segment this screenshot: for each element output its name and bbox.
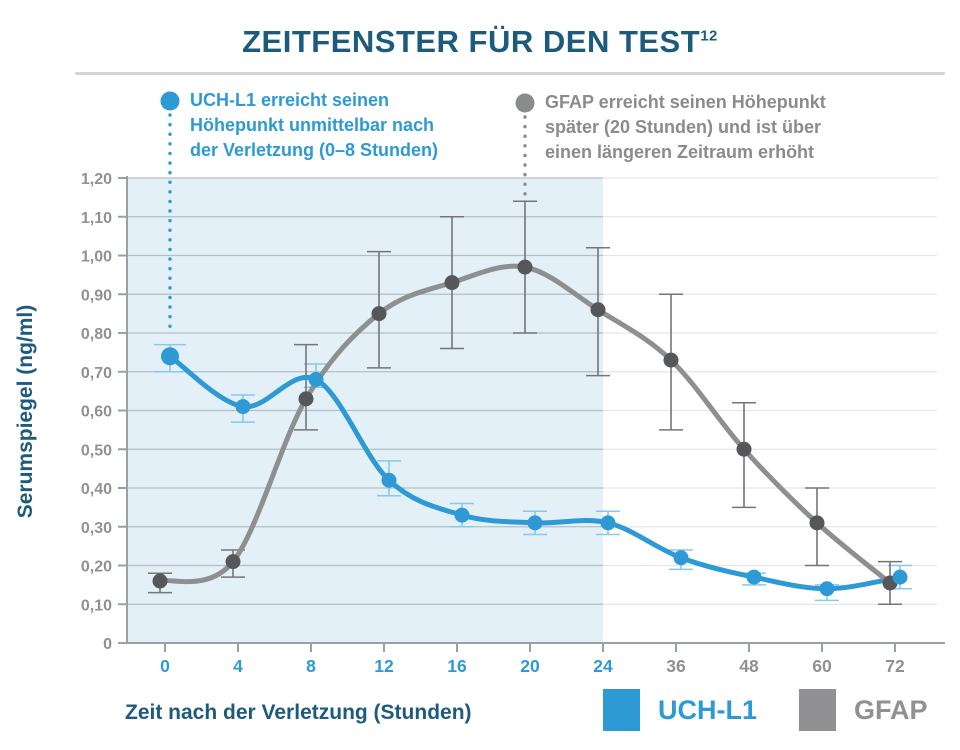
x-tick-label: 0 (160, 656, 170, 676)
gfap-point (444, 275, 460, 291)
y-tick-label: 1,20 (81, 171, 112, 188)
y-tick-label: 1,00 (81, 249, 112, 266)
uch-l1-annotation-dot (160, 91, 180, 111)
y-tick-label: 0,90 (81, 287, 112, 304)
uch-l1-point (235, 399, 251, 415)
x-tick-label: 24 (593, 656, 613, 676)
legend-label-gfap: GFAP (854, 694, 928, 725)
annotation-gfap: GFAP erreicht seinen Höhepunkt später (2… (545, 92, 826, 162)
gfap-point (298, 391, 314, 407)
uch-l1-curve (167, 353, 903, 592)
x-tick-label: 8 (306, 656, 316, 676)
legend-swatch-uch-l1 (603, 689, 640, 731)
uch-l1-point (600, 515, 616, 531)
uch-l1-point (454, 507, 470, 523)
legend: UCH-L1 GFAP (603, 689, 928, 731)
x-tick-label: 60 (812, 656, 832, 676)
x-tick-label: 20 (520, 656, 540, 676)
gfap-point (809, 515, 825, 531)
y-tick-label: 0,80 (81, 326, 112, 343)
x-axis-label: Zeit nach der Verletzung (Stunden) (125, 701, 472, 724)
uch-l1-point (746, 569, 762, 585)
page-title: ZEITFENSTER FÜR DEN TEST12 (0, 24, 960, 60)
uch-l1-point (161, 347, 179, 366)
uch-l1-point (527, 515, 543, 531)
gfap-point (663, 352, 679, 368)
y-tick-label: 0,30 (81, 520, 112, 537)
y-tick-label: 0,50 (81, 442, 112, 459)
y-axis-label: Serumspiegel (ng/ml) (14, 304, 37, 519)
legend-swatch-gfap (799, 689, 836, 731)
y-tick-label: 0,40 (81, 481, 112, 498)
y-tick-label: 0,10 (81, 597, 112, 614)
legend-label-uch-l1: UCH-L1 (658, 694, 757, 725)
x-tick-label: 72 (885, 656, 905, 676)
page-title-text: ZEITFENSTER FÜR DEN TEST (242, 24, 701, 59)
x-tick-label: 16 (447, 656, 467, 676)
reference-superscript: 12 (700, 27, 718, 45)
y-tick-label: 0 (103, 636, 112, 653)
x-tick-label: 12 (374, 656, 394, 676)
x-tick-label: 36 (666, 656, 686, 676)
gfap-point (590, 302, 606, 318)
gfap-point (152, 573, 168, 589)
x-tick-label: 48 (739, 656, 759, 676)
gfap-point (225, 554, 241, 570)
annotation-uchl1: UCH-L1 erreicht seinen Höhepunkt unmitte… (190, 90, 439, 160)
y-tick-label: 0,70 (81, 365, 112, 382)
gfap-annotation-dot (515, 93, 535, 113)
y-tick-label: 0,20 (81, 559, 112, 576)
uch-l1-point (381, 472, 397, 488)
uch-l1-point (819, 581, 835, 597)
gfap-point (371, 306, 387, 322)
y-tick-label: 1,10 (81, 210, 112, 227)
x-tick-label: 4 (233, 656, 243, 676)
gfap-point (517, 259, 533, 275)
uch-l1-point (673, 550, 689, 566)
divider-line (75, 72, 945, 75)
y-tick-label: 0,60 (81, 404, 112, 421)
uch-l1-point (308, 372, 324, 387)
uch-l1-point (892, 569, 908, 585)
gfap-point (736, 441, 752, 457)
